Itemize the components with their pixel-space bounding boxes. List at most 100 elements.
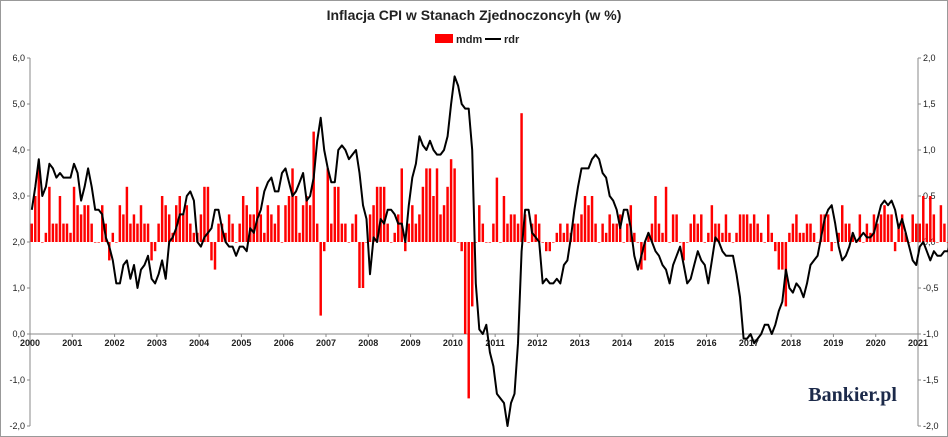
mdm-bar — [439, 214, 442, 242]
mdm-bar — [175, 205, 178, 242]
mdm-bar — [886, 214, 890, 242]
mdm-bar — [583, 196, 587, 242]
mdm-bar — [559, 223, 562, 242]
mdm-bar — [435, 168, 439, 242]
mdm-bar — [537, 223, 541, 242]
mdm-bar — [382, 186, 386, 242]
x-axis: 2000 2001 2002 2003 2004 2005 2006 2007 2008 2009… — [20, 333, 928, 348]
mdm-bar — [520, 113, 523, 242]
mdm-bar — [48, 186, 51, 242]
mdm-bar — [488, 242, 492, 243]
mdm-bar — [555, 232, 559, 242]
mdm-bar — [460, 242, 463, 252]
left-axis: -2,0 -1,0 0,0 1,0 2,0 3,0 4,0 5,0 6,0 — [9, 53, 31, 431]
mdm-bar — [728, 232, 731, 242]
mdm-bar — [668, 242, 671, 243]
mdm-bar — [752, 214, 756, 242]
mdm-bar — [192, 232, 196, 242]
mdm-bar — [425, 168, 428, 242]
mdm-bar — [404, 242, 407, 252]
mdm-bar — [509, 214, 513, 242]
mdm-bar — [284, 205, 287, 242]
mdm-bar — [907, 242, 911, 243]
mdm-bar — [178, 196, 181, 242]
mdm-bar — [463, 242, 467, 334]
mdm-bar — [379, 186, 382, 242]
mdm-bar — [129, 223, 132, 242]
mdm-bar — [890, 214, 893, 242]
mdm-bar — [721, 232, 724, 242]
mdm-bar — [626, 223, 629, 242]
mdm-bar — [411, 205, 414, 242]
mdm-bar — [865, 223, 869, 242]
mdm-bar — [904, 232, 907, 242]
mdm-bar — [552, 242, 555, 243]
mdm-bar — [798, 232, 802, 242]
x-tick-label: 2011 — [485, 338, 505, 348]
mdm-bar — [337, 186, 340, 242]
mdm-bar — [456, 242, 460, 243]
mdm-bar — [474, 242, 477, 243]
mdm-bar — [816, 242, 819, 243]
mdm-bar — [481, 223, 485, 242]
left-tick-label: 2,0 — [12, 237, 25, 247]
mdm-bar — [682, 242, 685, 261]
mdm-bar — [72, 186, 76, 242]
mdm-bar — [115, 242, 118, 243]
mdm-bar — [76, 205, 79, 242]
mdm-bar — [876, 223, 879, 242]
mdm-bar — [368, 214, 372, 242]
mdm-bar — [301, 205, 305, 242]
mdm-bar — [900, 214, 904, 242]
left-tick-label: 0,0 — [12, 329, 25, 339]
mdm-bar — [819, 214, 823, 242]
mdm-bar — [685, 242, 689, 243]
mdm-bar — [153, 242, 157, 252]
legend: mdm rdr — [435, 34, 520, 46]
mdm-bar — [862, 242, 865, 243]
mdm-bar — [767, 214, 770, 242]
mdm-bar — [471, 242, 474, 307]
x-tick-label: 2003 — [147, 338, 167, 348]
x-tick-label: 2001 — [62, 338, 82, 348]
mdm-bar — [738, 214, 742, 242]
mdm-bar — [238, 223, 241, 242]
mdm-bar — [541, 242, 544, 243]
mdm-bar — [590, 196, 594, 242]
mdm-bar — [647, 232, 650, 242]
mdm-bar — [315, 223, 319, 242]
x-tick-label: 2005 — [231, 338, 251, 348]
mdm-bar — [805, 223, 809, 242]
mdm-bar — [55, 223, 58, 242]
mdm-bar — [160, 196, 164, 242]
mdm-bar — [344, 223, 347, 242]
mdm-bar — [79, 214, 83, 242]
left-tick-label: 6,0 — [12, 53, 25, 63]
chart-title: Inflacja CPI w Stanach Zjednoczoncyh (w … — [327, 7, 622, 23]
mdm-bar — [513, 214, 516, 242]
mdm-bar — [724, 214, 728, 242]
mdm-bar — [893, 242, 897, 252]
x-tick-label: 2014 — [612, 338, 632, 348]
mdm-bar — [915, 223, 918, 242]
x-tick-label: 2009 — [401, 338, 421, 348]
mdm-bar — [897, 223, 900, 242]
x-tick-label: 2012 — [527, 338, 547, 348]
mdm-bar — [308, 205, 312, 242]
mdm-bar — [858, 214, 862, 242]
mdm-bar — [358, 242, 361, 288]
mdm-bar — [234, 242, 238, 243]
mdm-bar — [812, 232, 816, 242]
mdm-bar — [139, 205, 143, 242]
mdm-bar — [414, 223, 418, 242]
mdm-bar — [108, 242, 111, 261]
mdm-bar — [911, 214, 914, 242]
mdm-bar — [407, 223, 411, 242]
mdm-bar — [643, 242, 647, 261]
mdm-bar — [146, 223, 150, 242]
mdm-bar — [492, 223, 495, 242]
mdm-bar — [689, 223, 692, 242]
mdm-bar — [633, 232, 636, 242]
mdm-bar — [749, 223, 752, 242]
